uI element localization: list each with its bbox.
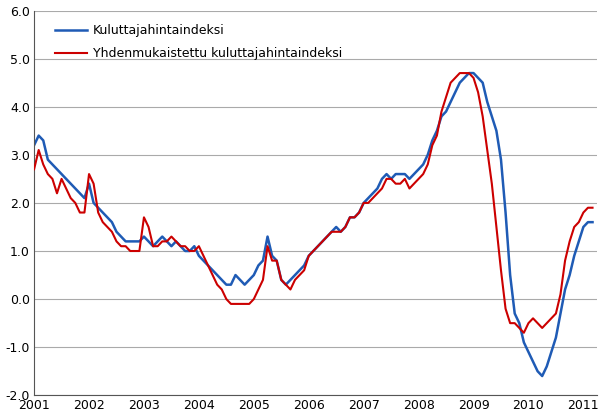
- Kuluttajahintaindeksi: [30, 143, 38, 148]
- Kuluttajahintaindeksi: [95, 205, 102, 210]
- Yhdenmukaistettu kuluttajahintaindeksi: [86, 171, 93, 176]
- Yhdenmukaistettu kuluttajahintaindeksi: [273, 258, 280, 263]
- Yhdenmukaistettu kuluttajahintaindeksi: [30, 167, 38, 172]
- Yhdenmukaistettu kuluttajahintaindeksi: [488, 181, 495, 186]
- Kuluttajahintaindeksi: [538, 374, 546, 379]
- Yhdenmukaistettu kuluttajahintaindeksi: [95, 210, 102, 215]
- Kuluttajahintaindeksi: [63, 176, 70, 181]
- Kuluttajahintaindeksi: [273, 258, 280, 263]
- Kuluttajahintaindeksi: [589, 219, 596, 224]
- Yhdenmukaistettu kuluttajahintaindeksi: [520, 330, 527, 335]
- Kuluttajahintaindeksi: [86, 181, 93, 186]
- Kuluttajahintaindeksi: [191, 244, 198, 249]
- Kuluttajahintaindeksi: [466, 71, 473, 76]
- Kuluttajahintaindeksi: [488, 114, 495, 119]
- Yhdenmukaistettu kuluttajahintaindeksi: [63, 186, 70, 191]
- Yhdenmukaistettu kuluttajahintaindeksi: [191, 248, 198, 253]
- Line: Kuluttajahintaindeksi: Kuluttajahintaindeksi: [34, 73, 592, 376]
- Legend: Kuluttajahintaindeksi, Yhdenmukaistettu kuluttajahintaindeksi: Kuluttajahintaindeksi, Yhdenmukaistettu …: [52, 20, 346, 64]
- Yhdenmukaistettu kuluttajahintaindeksi: [456, 71, 463, 76]
- Line: Yhdenmukaistettu kuluttajahintaindeksi: Yhdenmukaistettu kuluttajahintaindeksi: [34, 73, 592, 333]
- Yhdenmukaistettu kuluttajahintaindeksi: [589, 205, 596, 210]
